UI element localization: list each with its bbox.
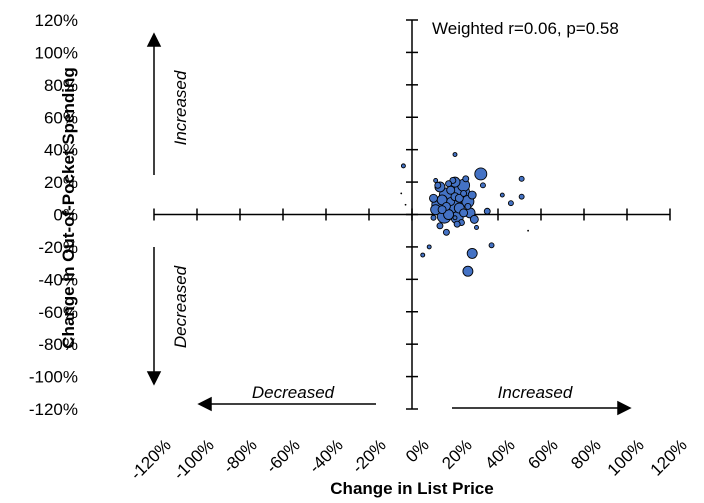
data-point [466,247,478,259]
data-point [404,203,407,206]
x-tick-label: -20% [348,435,389,476]
x-tick-label: 100% [604,435,648,479]
data-point [480,182,486,189]
x-tick-label: 80% [567,435,604,472]
y-tick-label: -120% [29,400,78,419]
y-tick-label: -100% [29,368,78,387]
data-point [426,244,432,250]
y-tick-labels: 120% 100% 80% 60% 40% 20% 0% -20% -40% -60% -80% -1… [29,11,78,419]
y-tick-label: -40% [38,270,78,289]
data-point [459,208,469,218]
data-point [434,181,442,189]
y-down-direction-label: Decreased [171,265,190,348]
x-tick-label: -100% [170,435,218,483]
y-up-direction-label: Increased [171,70,190,145]
x-tick-label: 20% [438,435,475,472]
arrow-right-head [617,400,632,416]
x-tick-label: -40% [305,435,346,476]
data-point [474,167,488,181]
data-point [474,225,479,230]
y-axis-title: Change in Out-of-Pocket Spending [59,67,78,348]
data-point [452,215,458,221]
data-point [469,214,479,224]
data-point [499,192,505,198]
direction-arrows [146,32,632,416]
data-point [483,207,491,215]
data-point [453,220,461,228]
x-tick-label: 60% [524,435,561,472]
y-tick-label: 20% [44,173,78,192]
data-point [518,175,525,182]
data-point [433,178,439,183]
data-point [436,222,444,230]
data-point [464,202,472,210]
data-point [507,200,514,207]
x-tick-label: 120% [647,435,691,479]
y-tick-label: 60% [44,108,78,127]
y-tick-label: -80% [38,335,78,354]
y-ticks [406,19,418,410]
x-tick-label: -60% [262,435,303,476]
x-tick-label: 40% [481,435,518,472]
data-point [445,180,452,188]
data-point [400,163,406,169]
data-point [429,193,438,203]
y-tick-label: -60% [38,303,78,322]
x-tick-label: -80% [219,435,260,476]
arrow-left-head [197,396,212,412]
data-point [467,190,477,200]
y-tick-label: 80% [44,76,78,95]
data-point [437,205,447,215]
arrow-down-head [146,371,162,386]
data-point [446,185,456,195]
data-point [400,192,403,195]
x-axis-title: Change in List Price [330,479,493,498]
data-point [518,193,525,200]
x-ticks [153,208,671,221]
data-point [527,229,529,232]
data-point [488,242,495,249]
data-point [452,152,458,157]
data-point [430,214,437,221]
y-tick-label: 100% [35,43,78,62]
y-tick-label: 40% [44,141,78,160]
x-tick-label: 0% [402,435,433,466]
data-point [462,175,470,183]
arrow-up-head [146,32,162,47]
y-tick-label: 120% [35,11,78,30]
data-point [454,193,464,203]
x-left-direction-label: Decreased [252,383,335,402]
correlation-annotation: Weighted r=0.06, p=0.58 [432,19,619,38]
x-right-direction-label: Increased [498,383,573,402]
x-tick-label: -120% [127,435,175,483]
x-tick-labels: -120%-100% -80% -60% -40% -20% 0% 20% 40% 60% 80%… [127,435,691,483]
data-point [420,252,426,258]
data-point [462,265,474,277]
bubble-series [400,152,529,277]
data-point [442,228,450,236]
data-point [460,189,468,197]
y-tick-label: -20% [38,238,78,257]
y-tick-label: 0% [53,206,78,225]
